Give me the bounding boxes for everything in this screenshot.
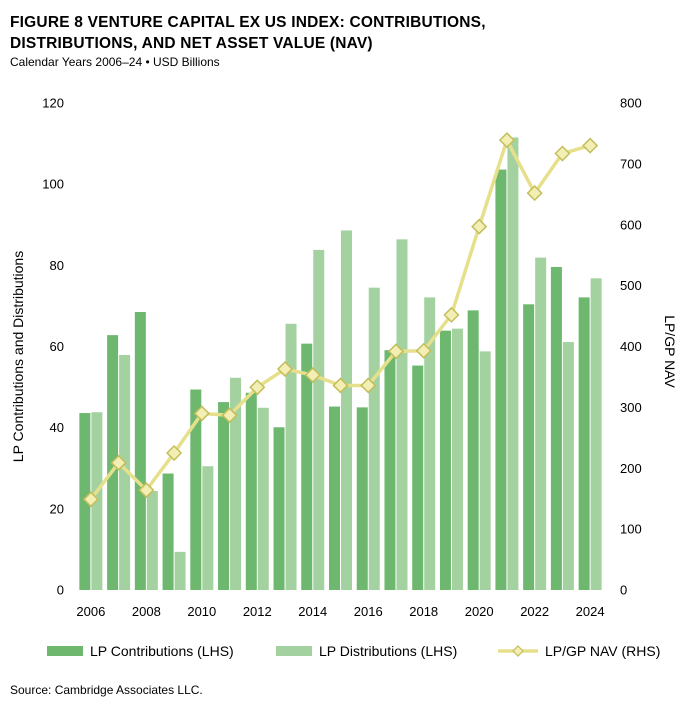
nav-marker: [471, 218, 488, 235]
x-axis-tick-label: 2016: [354, 604, 383, 619]
contribution-bar: [190, 389, 202, 590]
distribution-bar: [562, 342, 574, 590]
nav-line-series: [82, 132, 599, 508]
nav-marker: [304, 367, 321, 384]
contribution-bar: [550, 266, 562, 590]
contribution-bar: [245, 392, 257, 590]
y-axis-right-title: LP/GP NAV: [662, 315, 678, 388]
y-axis-right-tick-label: 200: [620, 461, 642, 476]
distribution-bar: [507, 137, 519, 590]
contribution-bar: [356, 407, 368, 590]
distribution-bar: [202, 466, 214, 590]
contribution-bar: [523, 304, 535, 590]
distribution-bar: [285, 323, 297, 590]
chart-title-line-2: DISTRIBUTIONS, AND NET ASSET VALUE (NAV): [10, 35, 373, 52]
distribution-bar: [368, 287, 380, 590]
chart-legend: LP Contributions (LHS) LP Distributions (…: [47, 643, 660, 659]
legend-swatch-distributions: [276, 646, 312, 656]
chart-title: FIGURE 8 VENTURE CAPITAL EX US INDEX: CO…: [10, 12, 690, 54]
nav-marker: [387, 343, 405, 360]
y-axis-left-tick-label: 60: [50, 339, 64, 354]
legend-label-contributions: LP Contributions (LHS): [90, 643, 234, 659]
distribution-bar: [424, 297, 436, 590]
y-axis-left-tick-label: 20: [50, 501, 64, 516]
distribution-bar: [479, 351, 491, 590]
y-axis-right-tick-label: 600: [620, 217, 642, 232]
nav-marker: [166, 444, 183, 462]
contribution-bar: [384, 350, 396, 590]
contribution-bar: [467, 310, 479, 590]
x-axis-tick-label: 2018: [409, 604, 438, 619]
distribution-bar: [230, 377, 242, 590]
contribution-bar: [439, 330, 451, 590]
y-axis-left-title: LP Contributions and Distributions: [10, 251, 26, 462]
distribution-bar: [396, 239, 408, 591]
nav-marker: [110, 454, 127, 471]
y-axis-left-tick-label: 0: [57, 583, 64, 598]
contribution-bar: [134, 312, 146, 590]
nav-marker: [276, 360, 294, 378]
y-axis-left-tick-label: 80: [50, 258, 64, 273]
y-axis-left-tick-label: 120: [42, 96, 64, 111]
chart-subtitle: Calendar Years 2006–24 • USD Billions: [10, 55, 220, 69]
nav-marker: [526, 185, 543, 202]
nav-marker: [415, 342, 432, 359]
x-axis-tick-label: 2010: [187, 604, 216, 619]
x-axis-tick-label: 2008: [132, 604, 161, 619]
distribution-bar: [313, 249, 325, 590]
distribution-bar: [119, 355, 131, 590]
distribution-bar: [451, 328, 463, 590]
contribution-bar: [273, 427, 285, 590]
chart-bars: [79, 137, 602, 591]
nav-marker: [221, 407, 238, 424]
nav-marker: [443, 306, 460, 323]
x-axis-tick-label: 2020: [465, 604, 494, 619]
contribution-bar: [301, 343, 313, 590]
distribution-bar: [590, 278, 602, 590]
y-axis-right-tick-label: 0: [620, 583, 627, 598]
chart-title-line-1: FIGURE 8 VENTURE CAPITAL EX US INDEX: CO…: [10, 14, 486, 31]
nav-marker: [82, 491, 99, 508]
nav-marker: [332, 377, 349, 394]
nav-marker: [554, 145, 571, 162]
y-axis-right-tick-label: 300: [620, 400, 642, 415]
contribution-bar: [162, 473, 174, 590]
legend-swatch-nav-marker: [512, 645, 524, 657]
x-axis-tick-label: 2006: [76, 604, 105, 619]
distribution-bar: [174, 551, 186, 590]
x-axis-tick-label: 2014: [298, 604, 327, 619]
chart-axes: 0 20 40 60 80 100 120 0 100 200 300 400 500 600 700 800…: [10, 96, 678, 620]
nav-marker: [582, 137, 599, 154]
x-axis-tick-label: 2024: [576, 604, 605, 619]
source-note: Source: Cambridge Associates LLC.: [10, 683, 203, 697]
x-axis-tick-label: 2012: [243, 604, 272, 619]
y-axis-right-tick-label: 700: [620, 156, 642, 171]
y-axis-right-tick-label: 800: [620, 96, 642, 111]
contribution-bar: [495, 169, 507, 590]
nav-marker: [138, 482, 155, 499]
y-axis-right-tick-label: 400: [620, 339, 642, 354]
distribution-bar: [341, 230, 352, 590]
y-axis-left-tick-label: 100: [42, 177, 64, 192]
nav-marker: [249, 379, 266, 396]
distribution-bar: [257, 407, 269, 590]
x-axis-tick-label: 2022: [520, 604, 549, 619]
contribution-bar: [412, 365, 424, 590]
distribution-bar: [535, 257, 547, 590]
contribution-bar: [329, 406, 340, 590]
y-axis-left-tick-label: 40: [50, 420, 64, 435]
nav-marker: [193, 405, 210, 422]
legend-label-distributions: LP Distributions (LHS): [319, 643, 457, 659]
contribution-bar: [79, 413, 91, 590]
nav-marker: [360, 377, 377, 394]
contribution-bar: [218, 402, 230, 590]
distribution-bar: [146, 490, 158, 590]
contribution-bar: [578, 297, 590, 590]
nav-marker: [498, 132, 515, 149]
y-axis-right-tick-label: 500: [620, 278, 642, 293]
legend-swatch-contributions: [47, 646, 83, 656]
legend-label-nav: LP/GP NAV (RHS): [545, 643, 660, 659]
y-axis-right-tick-label: 100: [620, 522, 642, 537]
